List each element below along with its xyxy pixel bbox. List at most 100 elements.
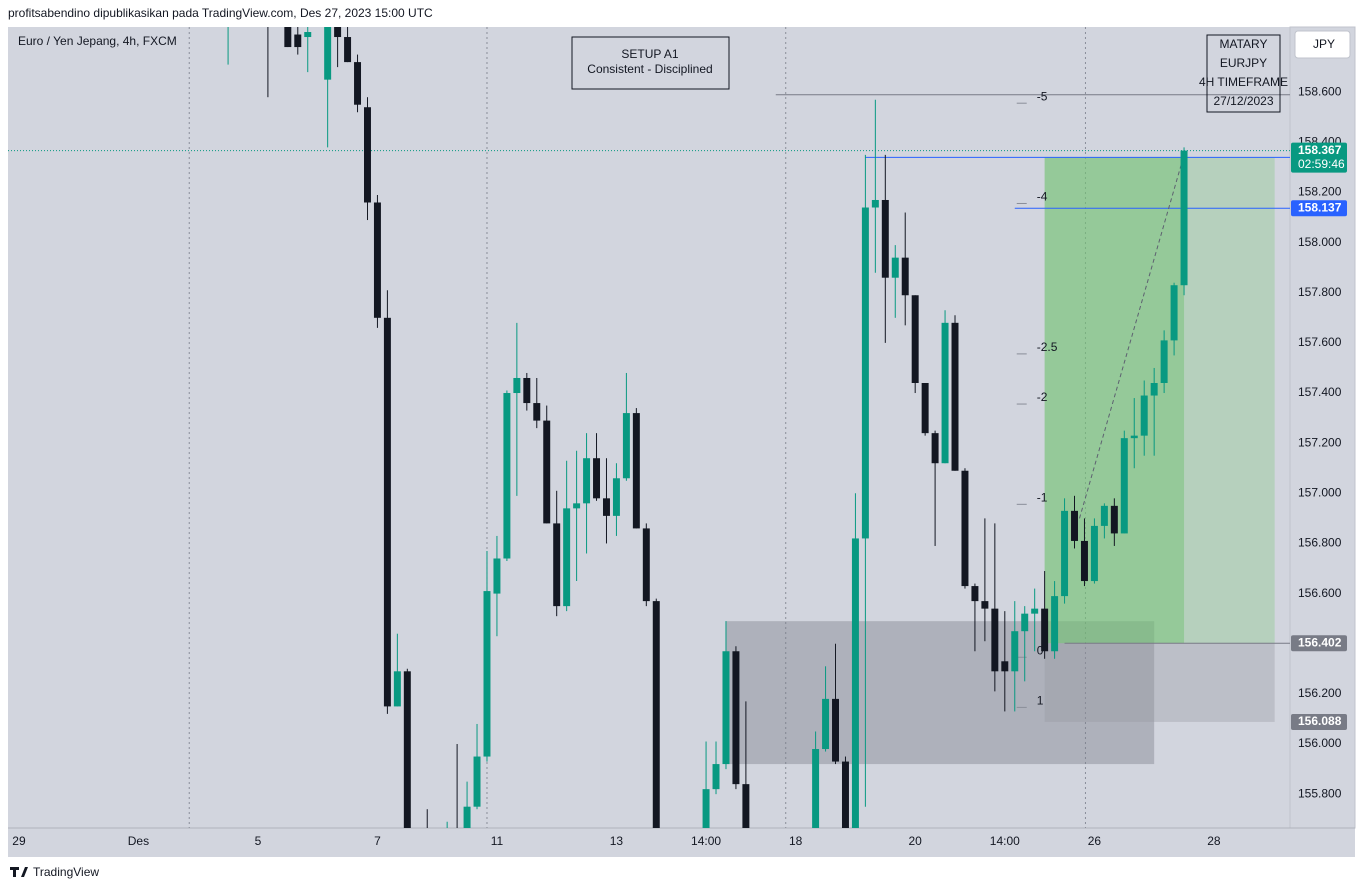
candle-body bbox=[742, 784, 750, 828]
candle-body bbox=[1051, 596, 1059, 652]
candle-body bbox=[463, 806, 471, 828]
candle-body bbox=[573, 503, 581, 509]
candle-body bbox=[891, 257, 899, 278]
candle-body bbox=[841, 761, 849, 828]
candle-body bbox=[513, 377, 521, 394]
footer: TradingView bbox=[33, 865, 99, 879]
y-tick-label: 157.400 bbox=[1298, 385, 1342, 399]
x-tick-label: 7 bbox=[374, 834, 381, 848]
candle-body bbox=[602, 498, 610, 516]
candle-body bbox=[931, 433, 939, 464]
candle-body bbox=[593, 458, 601, 499]
countdown: 02:59:46 bbox=[1298, 157, 1345, 171]
candle-body bbox=[652, 601, 660, 828]
candle-body bbox=[722, 651, 730, 765]
candle-body bbox=[951, 322, 959, 471]
note-line: 27/12/2023 bbox=[1213, 94, 1273, 108]
candle-body bbox=[1100, 505, 1108, 526]
candle-body bbox=[393, 671, 401, 707]
candle-body bbox=[1180, 150, 1188, 286]
x-tick-label: 13 bbox=[610, 834, 624, 848]
candle-body bbox=[971, 586, 979, 602]
candle-body bbox=[1041, 608, 1049, 652]
zone bbox=[725, 621, 1155, 765]
candle-body bbox=[1150, 383, 1158, 396]
candle-body bbox=[822, 698, 830, 750]
y-tick-label: 156.200 bbox=[1298, 686, 1342, 700]
candle-body bbox=[702, 789, 710, 828]
candle-body bbox=[583, 458, 591, 504]
currency-button[interactable] bbox=[1294, 30, 1351, 59]
candle-body bbox=[1170, 285, 1178, 341]
candle-body bbox=[1031, 608, 1039, 614]
y-tick-label: 158.600 bbox=[1298, 84, 1342, 98]
candle-body bbox=[612, 478, 620, 516]
x-tick-label: 20 bbox=[908, 834, 922, 848]
y-tick-label: 158.000 bbox=[1298, 235, 1342, 249]
candle-body bbox=[981, 601, 989, 609]
currency[interactable]: JPY bbox=[1313, 37, 1335, 51]
candle-body bbox=[1071, 510, 1078, 541]
stop-area bbox=[1044, 643, 1275, 722]
candle-body bbox=[642, 528, 650, 602]
candle-body bbox=[304, 32, 312, 38]
x-tick-label: 5 bbox=[255, 834, 262, 848]
candle-body bbox=[354, 62, 362, 105]
candle-body bbox=[373, 202, 381, 318]
price-label-box bbox=[1291, 142, 1347, 173]
header: profitsabendino dipublikasikan pada Trad… bbox=[8, 6, 433, 20]
x-tick-label: 28 bbox=[1207, 834, 1221, 848]
y-tick-label: 156.000 bbox=[1298, 736, 1342, 750]
candle-body bbox=[871, 199, 879, 208]
price-label: 156.402 bbox=[1298, 635, 1342, 649]
candle-body bbox=[732, 651, 740, 785]
y-tick-label: 155.800 bbox=[1298, 786, 1342, 800]
candle-body bbox=[1160, 340, 1168, 383]
candle-body bbox=[961, 470, 969, 587]
candle-body bbox=[941, 322, 949, 464]
price-label: 158.137 bbox=[1298, 200, 1342, 214]
y-tick-label: 157.800 bbox=[1298, 285, 1342, 299]
price-label-box bbox=[1291, 635, 1347, 652]
note-line: Consistent - Disciplined bbox=[587, 62, 712, 76]
candle-body bbox=[1001, 661, 1009, 672]
candle-body bbox=[553, 523, 561, 607]
candle-body bbox=[911, 295, 919, 383]
x-tick-label: 26 bbox=[1088, 834, 1102, 848]
fib-label: -2 bbox=[1037, 390, 1048, 404]
fib-label: -2.5 bbox=[1037, 340, 1058, 354]
candle-body bbox=[403, 671, 411, 828]
candle-body bbox=[1011, 631, 1019, 672]
x-tick-label: 11 bbox=[491, 834, 504, 848]
footer-logo bbox=[10, 867, 28, 877]
candle-body bbox=[543, 420, 551, 524]
fib-label: 1 bbox=[1037, 694, 1044, 708]
candle-body bbox=[493, 558, 501, 594]
note-line: 4H TIMEFRAME bbox=[1199, 75, 1288, 89]
candle-body bbox=[1021, 613, 1029, 632]
y-tick-label: 156.600 bbox=[1298, 586, 1342, 600]
fib-label: -1 bbox=[1037, 490, 1048, 504]
candle-body bbox=[1090, 525, 1098, 582]
candle-body bbox=[1110, 505, 1118, 534]
y-tick-label: 157.600 bbox=[1298, 335, 1342, 349]
x-tick-label: Des bbox=[128, 834, 149, 848]
candle-body bbox=[1120, 438, 1128, 534]
y-tick-label: 157.000 bbox=[1298, 485, 1342, 499]
candle-body bbox=[563, 508, 571, 607]
candle-body bbox=[294, 34, 302, 48]
candle-body bbox=[483, 591, 491, 757]
candle-body bbox=[712, 764, 720, 790]
candle-body bbox=[812, 749, 820, 828]
candle-body bbox=[473, 756, 481, 807]
chart-panel bbox=[8, 27, 1355, 857]
note-box bbox=[571, 36, 730, 90]
symbol-title: Euro / Yen Jepang, 4h, FXCM bbox=[18, 34, 177, 48]
candle-body bbox=[324, 27, 332, 80]
candle-body bbox=[832, 698, 839, 762]
x-tick-label: 29 bbox=[12, 834, 26, 848]
x-tick-label: 14:00 bbox=[691, 834, 721, 848]
price-label: 158.367 bbox=[1298, 143, 1342, 157]
price-label-box bbox=[1291, 200, 1347, 217]
fib-label: -4 bbox=[1037, 190, 1048, 204]
